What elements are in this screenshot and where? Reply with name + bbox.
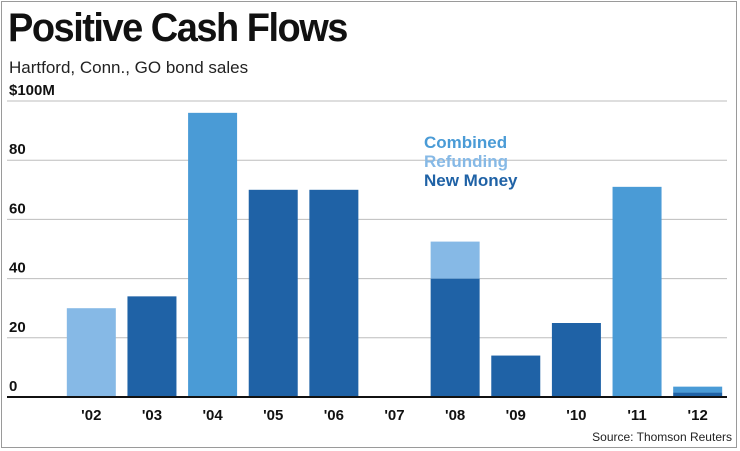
legend-item-combined: Combined xyxy=(424,133,507,152)
x-tick-label: '07 xyxy=(384,407,404,424)
legend-item-new-money: New Money xyxy=(424,171,518,190)
bar-new-money xyxy=(430,278,480,397)
x-tick-label: '11 xyxy=(627,407,646,424)
x-tick-label: '04 xyxy=(202,407,223,424)
x-tick-label: '06 xyxy=(324,407,344,424)
x-tick-label: '02 xyxy=(81,407,101,424)
x-tick-label: '10 xyxy=(566,407,586,424)
y-tick-label: 80 xyxy=(9,141,26,158)
bar-new-money xyxy=(491,355,541,397)
bar-combined xyxy=(612,186,662,397)
bar-new-money xyxy=(127,296,177,397)
source-note: Source: Thomson Reuters xyxy=(592,430,732,444)
bar-new-money xyxy=(309,189,359,397)
x-tick-label: '05 xyxy=(263,407,283,424)
bar-new-money xyxy=(673,392,723,397)
y-tick-label: 0 xyxy=(9,378,17,395)
x-tick-label: '12 xyxy=(688,407,708,424)
chart-subtitle: Hartford, Conn., GO bond sales xyxy=(9,58,249,77)
x-tick-label: '03 xyxy=(142,407,162,424)
y-tick-label: 60 xyxy=(9,200,26,217)
bar-new-money xyxy=(248,189,298,397)
bar-refunding xyxy=(66,308,116,397)
legend-item-refunding: Refunding xyxy=(424,152,508,171)
y-tick-label: 20 xyxy=(9,319,26,336)
bar-new-money xyxy=(551,323,601,397)
y-tick-label: $100M xyxy=(9,82,55,99)
bar-combined xyxy=(673,386,723,393)
x-tick-label: '08 xyxy=(445,407,465,424)
bar-refunding xyxy=(430,241,480,279)
x-tick-label: '09 xyxy=(506,407,526,424)
chart-title: Positive Cash Flows xyxy=(8,6,348,51)
y-tick-label: 40 xyxy=(9,260,26,277)
bar-combined xyxy=(188,112,238,397)
